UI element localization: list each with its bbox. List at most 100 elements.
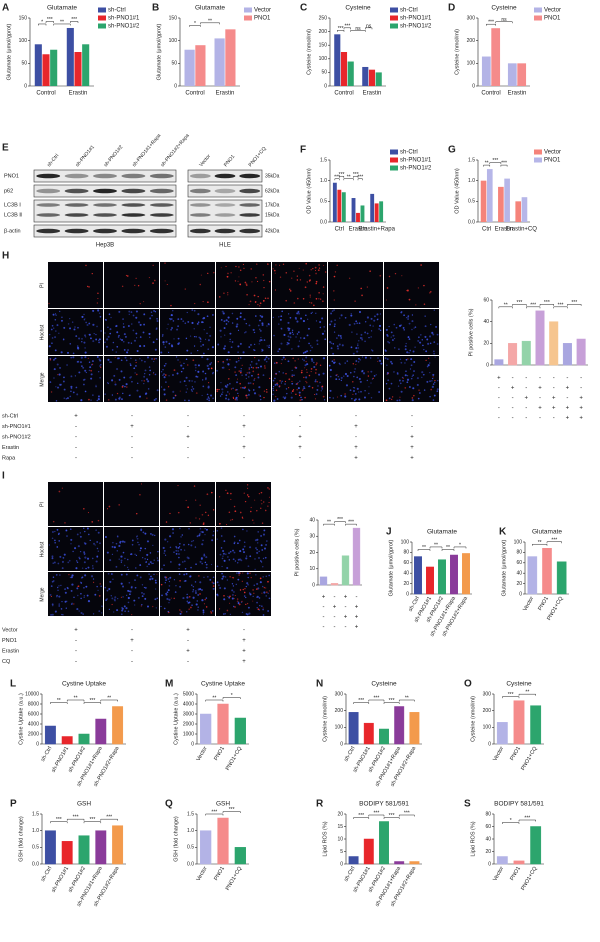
- pi-cell: [202, 301, 204, 303]
- nucleus: [433, 394, 436, 397]
- treatment-mark: +: [344, 615, 348, 621]
- pi-cell: [308, 374, 311, 377]
- nucleus: [86, 527, 89, 530]
- nucleus: [153, 399, 156, 402]
- nucleus: [130, 585, 133, 588]
- nucleus: [125, 383, 128, 386]
- nucleus: [364, 340, 366, 343]
- nucleus: [78, 371, 81, 374]
- bar: [95, 718, 107, 745]
- nucleus: [336, 345, 339, 348]
- pi-cell: [256, 280, 259, 283]
- nucleus: [69, 318, 71, 320]
- pi-cell: [293, 270, 295, 272]
- treatment-mark: +: [344, 595, 348, 601]
- bar: [496, 856, 508, 865]
- significance-bracket: [553, 306, 568, 309]
- pi-cell: [267, 263, 269, 265]
- pi-cell: [246, 372, 248, 374]
- treatment-mark: -: [498, 396, 500, 402]
- pi-cell: [96, 302, 98, 304]
- nucleus: [161, 568, 163, 570]
- nucleus: [207, 339, 210, 342]
- nucleus: [400, 324, 403, 327]
- nucleus: [366, 332, 369, 335]
- significance-label: ***: [357, 174, 363, 180]
- nucleus: [170, 328, 173, 331]
- nucleus: [172, 396, 175, 399]
- significance-bracket: [353, 175, 359, 178]
- nucleus: [81, 341, 83, 343]
- significance-label: ***: [358, 698, 364, 704]
- nucleus: [245, 557, 248, 560]
- y-axis-label: Lipid ROS (%): [322, 821, 328, 856]
- nucleus: [94, 593, 97, 596]
- nucleus: [385, 328, 388, 331]
- pi-cell: [263, 286, 265, 289]
- pi-cell: [241, 580, 243, 582]
- pi-cell: [199, 283, 202, 286]
- nucleus: [182, 561, 184, 563]
- nucleus: [235, 396, 238, 399]
- pi-cell: [238, 276, 240, 278]
- nucleus: [122, 551, 125, 554]
- legend-swatch: [244, 7, 252, 13]
- pi-cell: [291, 375, 293, 378]
- y-axis-label: Cysteine (nmol/ml): [306, 29, 312, 75]
- nucleus: [76, 361, 79, 363]
- y-tick-label: 0: [191, 741, 194, 747]
- bar: [225, 29, 236, 86]
- nucleus: [118, 334, 120, 337]
- nucleus: [76, 587, 79, 590]
- nucleus: [202, 611, 205, 614]
- nucleus: [118, 310, 121, 313]
- pi-cell: [148, 277, 150, 279]
- pi-cell: [309, 301, 311, 304]
- nucleus: [183, 543, 185, 546]
- nucleus: [53, 368, 56, 371]
- nucleus: [124, 610, 126, 613]
- pi-cell: [139, 493, 141, 496]
- nucleus: [178, 556, 180, 559]
- nucleus: [344, 316, 347, 319]
- nucleus: [156, 597, 158, 600]
- treatment-mark: +: [186, 435, 190, 441]
- nucleus: [76, 345, 79, 347]
- nucleus: [123, 564, 126, 567]
- nucleus: [195, 563, 197, 565]
- nucleus: [268, 346, 271, 348]
- nucleus: [50, 614, 52, 616]
- pi-cell: [312, 268, 314, 270]
- nucleus: [340, 376, 343, 379]
- treatment-mark: -: [75, 638, 77, 644]
- nucleus: [70, 387, 73, 390]
- nucleus: [433, 309, 435, 311]
- significance-label: ***: [89, 698, 95, 704]
- nucleus: [114, 383, 117, 386]
- bar: [450, 554, 458, 595]
- nucleus: [220, 535, 223, 537]
- x-tick-label: Vector: [492, 746, 505, 763]
- pi-cell: [313, 304, 315, 307]
- bar: [356, 212, 360, 222]
- nucleus: [202, 317, 206, 320]
- nucleus: [145, 392, 147, 394]
- nucleus: [129, 362, 132, 365]
- nucleus: [408, 386, 411, 388]
- nucleus: [76, 346, 80, 349]
- nucleus: [216, 565, 219, 568]
- pi-cell: [83, 508, 85, 510]
- nucleus: [139, 549, 142, 552]
- pi-cell: [243, 492, 245, 494]
- nucleus: [95, 384, 97, 387]
- nucleus: [432, 373, 435, 376]
- nucleus: [261, 605, 263, 607]
- pi-cell: [252, 519, 254, 521]
- pi-cell: [242, 263, 244, 265]
- nucleus: [224, 613, 226, 615]
- nucleus: [144, 373, 146, 375]
- nucleus: [258, 557, 260, 559]
- nucleus: [145, 378, 149, 381]
- nucleus: [239, 312, 242, 315]
- pi-cell: [217, 361, 220, 363]
